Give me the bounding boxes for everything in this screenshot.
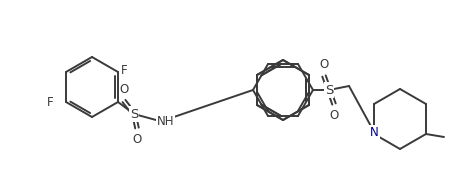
Text: F: F <box>121 64 127 76</box>
Text: S: S <box>129 108 138 120</box>
Text: S: S <box>324 84 332 96</box>
Text: NH: NH <box>157 114 174 128</box>
Text: O: O <box>119 83 129 96</box>
Text: O: O <box>329 109 338 122</box>
Text: O: O <box>132 133 141 146</box>
Text: F: F <box>46 96 53 108</box>
Text: N: N <box>369 126 378 140</box>
Text: O: O <box>319 58 328 71</box>
